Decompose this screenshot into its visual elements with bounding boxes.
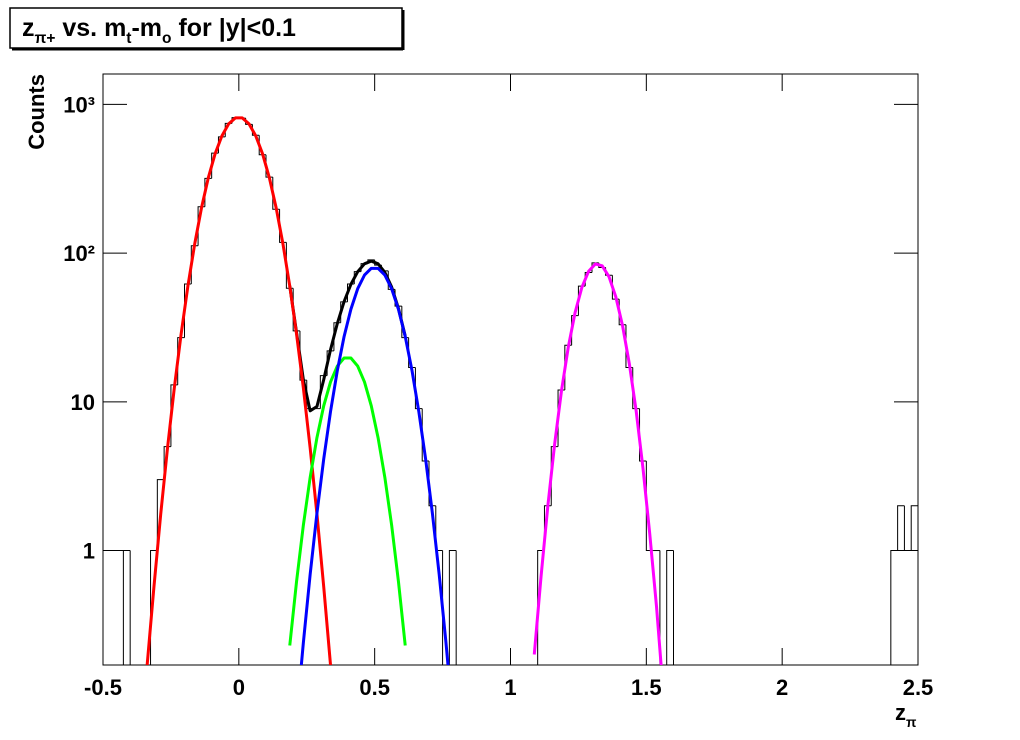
y-tick-label: 10² xyxy=(63,241,95,266)
histogram-bin xyxy=(442,550,450,665)
fit-curve xyxy=(532,262,663,665)
x-tick-label: 0.5 xyxy=(359,675,390,700)
histogram-bin xyxy=(666,550,674,665)
text-part: vs. m xyxy=(55,14,126,42)
y-tick-label: 10³ xyxy=(63,92,95,117)
histogram-bin xyxy=(455,550,463,665)
histogram-bin xyxy=(156,479,165,551)
text-part: -m xyxy=(131,14,162,42)
y-tick-label: 10 xyxy=(71,390,95,415)
histogram-bin xyxy=(659,550,667,665)
histogram-bin xyxy=(448,550,457,665)
text-part: z xyxy=(22,14,35,42)
histogram-bin xyxy=(639,408,647,462)
histogram-bin xyxy=(910,505,918,551)
text-part: for |y|<0.1 xyxy=(172,14,297,42)
y-axis-label: Counts xyxy=(24,74,49,150)
subscript: π+ xyxy=(35,30,56,47)
histogram-bin xyxy=(414,367,423,410)
x-tick-label: 1.5 xyxy=(631,675,662,700)
x-tick-label: 0 xyxy=(233,675,245,700)
histogram-bin xyxy=(129,550,137,665)
histogram-bin xyxy=(897,505,905,551)
subscript: t xyxy=(126,30,131,47)
fit-curve xyxy=(299,266,450,665)
text-part: z xyxy=(895,700,906,725)
subscript: o xyxy=(162,30,171,47)
x-tick-label: 1 xyxy=(504,675,516,700)
fit-curve xyxy=(288,356,407,646)
subscript: π xyxy=(906,715,917,730)
chart-title: zπ+ vs. mt-mo for |y|<0.1 xyxy=(22,14,296,47)
x-tick-label: 2.5 xyxy=(903,675,934,700)
plot-area xyxy=(103,116,918,665)
x-tick-label: -0.5 xyxy=(84,675,122,700)
x-axis-label: zπ xyxy=(895,700,917,730)
y-tick-label: 1 xyxy=(83,539,95,564)
x-tick-label: 2 xyxy=(776,675,788,700)
title-box xyxy=(9,7,403,49)
fit-curve xyxy=(145,116,333,665)
histogram-bin xyxy=(673,550,681,665)
